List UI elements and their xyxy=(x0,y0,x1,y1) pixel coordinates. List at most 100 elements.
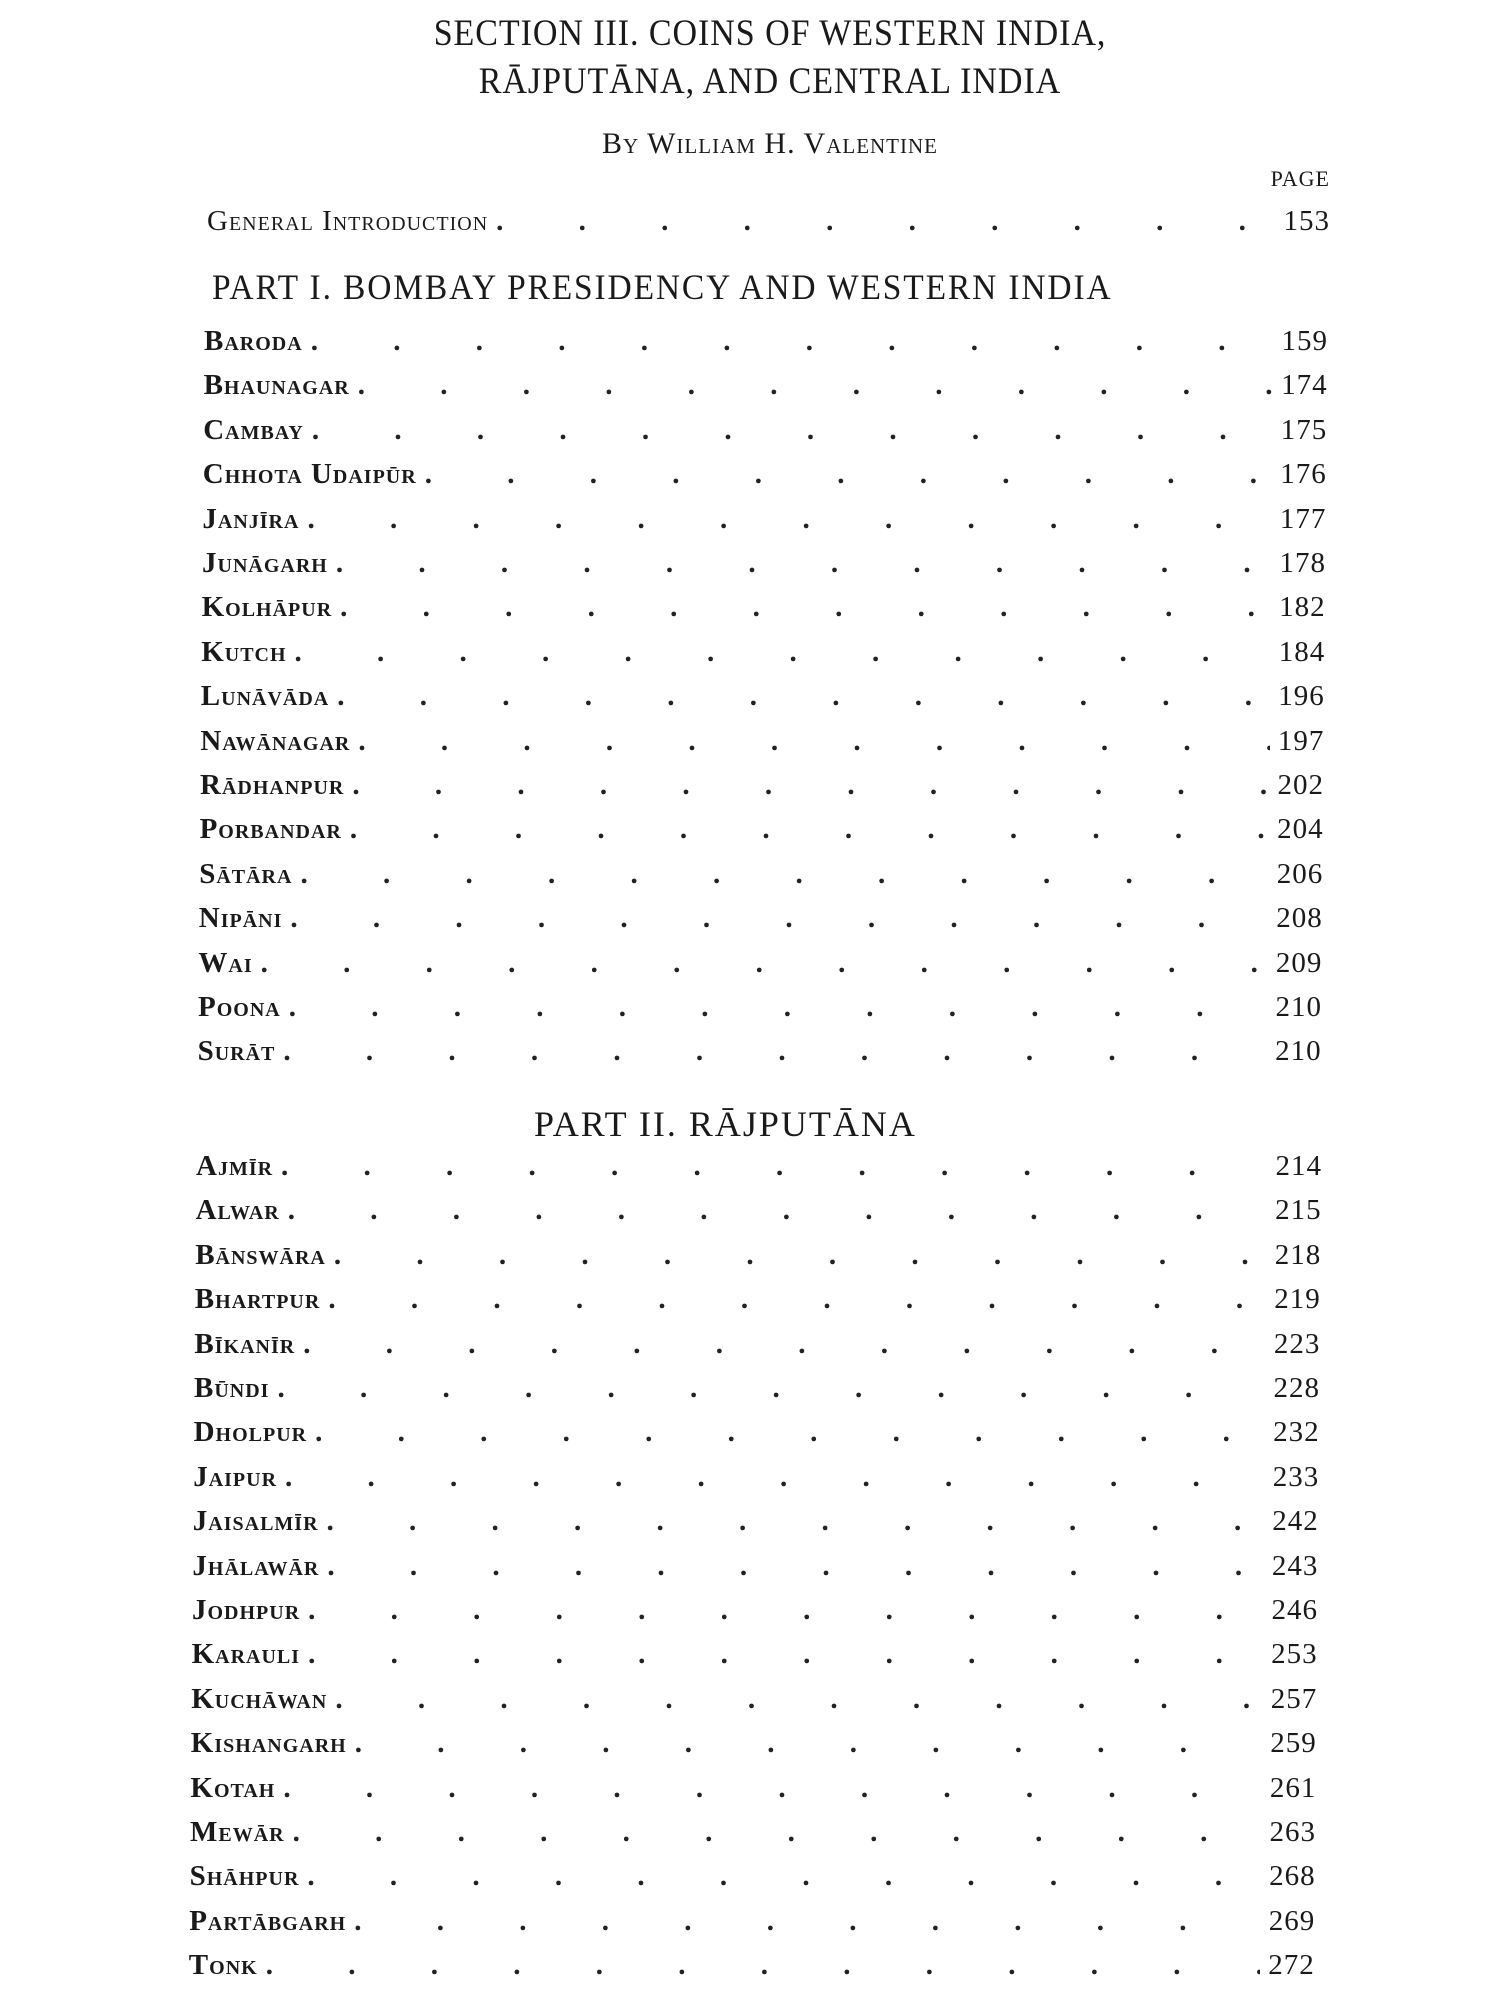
toc-entry[interactable]: Kuchāwan. . . . . . . . . . . . . . . . … xyxy=(191,1683,1317,1723)
dot-leader: . . . . . . . . . . . . . . . . . . . . … xyxy=(311,413,1273,446)
toc-entry-general-introduction[interactable]: General Introduction . . . . . . . . . .… xyxy=(207,205,1330,245)
toc-entry[interactable]: Kotah. . . . . . . . . . . . . . . . . .… xyxy=(190,1772,1316,1812)
entry-label: Chhota Udaipūr xyxy=(202,458,417,491)
toc-entry[interactable]: Karauli. . . . . . . . . . . . . . . . .… xyxy=(192,1638,1318,1678)
part-2-heading: PART II. RĀJPUTĀNA xyxy=(534,1104,917,1144)
entry-page: 210 xyxy=(1275,991,1322,1023)
toc-entry[interactable]: Porbandar. . . . . . . . . . . . . . . .… xyxy=(200,813,1324,853)
dot-leader: . . . . . . . . . . . . . . . . . . . . … xyxy=(335,547,1272,579)
entry-page: 202 xyxy=(1277,769,1324,801)
entry-page: 253 xyxy=(1271,1638,1318,1671)
entry-page: 159 xyxy=(1281,325,1328,357)
entry-page: 184 xyxy=(1278,635,1326,668)
toc-entry[interactable]: Dholpur. . . . . . . . . . . . . . . . .… xyxy=(194,1416,1320,1456)
entry-label: Bīkanīr xyxy=(194,1327,296,1360)
entry-label: Partābgarh xyxy=(189,1904,347,1937)
entry-page: 246 xyxy=(1271,1594,1318,1626)
dot-leader: . . . . . . . . . . . . . . . . . . . . … xyxy=(352,769,1269,801)
entry-page: 228 xyxy=(1273,1372,1320,1404)
entry-page: 182 xyxy=(1279,591,1326,624)
toc-entry[interactable]: Bīkanīr. . . . . . . . . . . . . . . . .… xyxy=(194,1328,1320,1368)
toc-entry[interactable]: Partābgarh. . . . . . . . . . . . . . . … xyxy=(189,1905,1315,1945)
toc-entry[interactable]: Jaipur. . . . . . . . . . . . . . . . . … xyxy=(193,1461,1319,1501)
dot-leader: . . . . . . . . . . . . . . . . . . . . … xyxy=(308,1594,1263,1626)
dot-leader: . . . . . . . . . . . . . . . . . . . . … xyxy=(358,724,1270,757)
entry-page: 261 xyxy=(1269,1771,1317,1804)
dot-leader: . . . . . . . . . . . . . . . . . . . . … xyxy=(354,1904,1260,1937)
entry-label: Karauli xyxy=(191,1638,301,1671)
dot-leader: . . . . . . . . . . . . . . . . . . . . … xyxy=(335,1682,1262,1715)
toc-entry[interactable]: Bānswāra. . . . . . . . . . . . . . . . … xyxy=(195,1239,1321,1279)
toc-entry[interactable]: Janjīra. . . . . . . . . . . . . . . . .… xyxy=(202,503,1326,543)
toc-entry[interactable]: Kutch. . . . . . . . . . . . . . . . . .… xyxy=(201,636,1325,676)
entry-page: 223 xyxy=(1273,1327,1321,1360)
entry-page: 215 xyxy=(1275,1194,1322,1227)
toc-entry[interactable]: Mewār. . . . . . . . . . . . . . . . . .… xyxy=(190,1816,1316,1856)
toc-entry[interactable]: Jodhpur. . . . . . . . . . . . . . . . .… xyxy=(192,1594,1318,1634)
toc-entry[interactable]: Bhaunagar. . . . . . . . . . . . . . . .… xyxy=(204,369,1328,409)
entry-page: 272 xyxy=(1268,1949,1315,1982)
entry-label: Porbandar xyxy=(199,813,342,846)
entry-label: Jodhpur xyxy=(192,1594,301,1626)
toc-entry[interactable]: Alwar. . . . . . . . . . . . . . . . . .… xyxy=(196,1194,1322,1234)
toc-entry[interactable]: Kishangarh. . . . . . . . . . . . . . . … xyxy=(191,1727,1317,1767)
entry-page: 196 xyxy=(1278,680,1325,713)
entry-page: 232 xyxy=(1273,1416,1320,1449)
toc-entry[interactable]: Cambay. . . . . . . . . . . . . . . . . … xyxy=(203,414,1327,454)
page-column-header: PAGE xyxy=(1270,166,1330,191)
dot-leader: . . . . . . . . . . . . . . . . . . . . … xyxy=(307,1860,1261,1893)
toc-entry[interactable]: Nipāni. . . . . . . . . . . . . . . . . … xyxy=(199,902,1323,942)
entry-label: Poona xyxy=(198,991,281,1023)
toc-entry[interactable]: Sātāra. . . . . . . . . . . . . . . . . … xyxy=(199,858,1323,898)
entry-page: 268 xyxy=(1269,1860,1316,1893)
entry-page: 208 xyxy=(1276,902,1323,935)
entry-label: Rādhanpur xyxy=(200,769,345,801)
toc-entry[interactable]: Surāt. . . . . . . . . . . . . . . . . .… xyxy=(198,1035,1322,1075)
dot-leader: . . . . . . . . . . . . . . . . . . . . … xyxy=(315,1416,1265,1449)
toc-entry[interactable]: Shāhpur. . . . . . . . . . . . . . . . .… xyxy=(190,1860,1316,1900)
toc-entry[interactable]: Junāgarh. . . . . . . . . . . . . . . . … xyxy=(202,547,1326,587)
entry-page: 257 xyxy=(1270,1682,1318,1715)
entry-label: Mewār xyxy=(190,1816,285,1848)
dot-leader: . . . . . . . . . . . . . . . . . . . . … xyxy=(300,857,1268,890)
toc-entry[interactable]: Bhartpur. . . . . . . . . . . . . . . . … xyxy=(195,1283,1321,1323)
entry-label: Jaisalmīr xyxy=(192,1505,319,1538)
entry-label: Janjīra xyxy=(202,502,300,535)
dot-leader: . . . . . . . . . . . . . . . . . . . . … xyxy=(287,1194,1267,1227)
entry-label: Bhartpur xyxy=(194,1283,321,1316)
toc-entry[interactable]: Kolhāpur. . . . . . . . . . . . . . . . … xyxy=(202,591,1326,631)
dot-leader: . . . . . . . . . . . . . . . . . . . . … xyxy=(310,325,1274,357)
entry-label: Bānswāra xyxy=(195,1238,326,1271)
entry-label: Cambay xyxy=(203,413,304,446)
toc-entry[interactable]: Jhālawār. . . . . . . . . . . . . . . . … xyxy=(192,1550,1318,1590)
dot-leader: . . . . . . . . . . . . . . . . . . . . … xyxy=(357,369,1273,402)
toc-entry[interactable]: Tonk. . . . . . . . . . . . . . . . . . … xyxy=(189,1949,1315,1989)
toc-entry[interactable]: Baroda. . . . . . . . . . . . . . . . . … xyxy=(204,325,1328,365)
entry-label: Nawānagar xyxy=(200,724,351,757)
section-title-line-1: SECTION III. COINS OF WESTERN INDIA, xyxy=(433,13,1107,54)
toc-entry[interactable]: Wai. . . . . . . . . . . . . . . . . . .… xyxy=(198,947,1322,987)
dot-leader: . . . . . . . . . . . . . . . . . . . . … xyxy=(283,1771,1262,1804)
toc-entry[interactable]: Poona. . . . . . . . . . . . . . . . . .… xyxy=(198,991,1322,1031)
entry-page: 218 xyxy=(1274,1238,1322,1271)
entry-page: 263 xyxy=(1269,1816,1316,1848)
entry-page: 153 xyxy=(1283,205,1330,237)
toc-entry[interactable]: Nawānagar. . . . . . . . . . . . . . . .… xyxy=(200,725,1324,765)
toc-entry[interactable]: Rādhanpur. . . . . . . . . . . . . . . .… xyxy=(200,769,1324,809)
toc-entry[interactable]: Chhota Udaipūr. . . . . . . . . . . . . … xyxy=(203,458,1327,498)
entry-page: 259 xyxy=(1270,1727,1317,1760)
toc-entry[interactable]: Būndi. . . . . . . . . . . . . . . . . .… xyxy=(194,1372,1320,1412)
toc-entry[interactable]: Ajmīr. . . . . . . . . . . . . . . . . .… xyxy=(196,1150,1322,1190)
dot-leader: . . . . . . . . . . . . . . . . . . . . … xyxy=(496,205,1275,237)
entry-label: Jhālawār xyxy=(192,1549,320,1582)
entry-label: Baroda xyxy=(204,325,303,357)
entry-page: 233 xyxy=(1272,1460,1320,1493)
toc-entry[interactable]: Lunāvāda. . . . . . . . . . . . . . . . … xyxy=(201,680,1325,720)
dot-leader: . . . . . . . . . . . . . . . . . . . . … xyxy=(290,902,1268,935)
section-title-line-2: RĀJPUTĀNA, AND CENTRAL INDIA xyxy=(478,61,1062,102)
toc-entry[interactable]: Jaisalmīr. . . . . . . . . . . . . . . .… xyxy=(193,1505,1319,1545)
entry-page: 178 xyxy=(1279,547,1326,579)
entry-label: Kutch xyxy=(201,635,287,668)
dot-leader: . . . . . . . . . . . . . . . . . . . . … xyxy=(303,1327,1266,1360)
entry-label: Dholpur xyxy=(193,1416,308,1449)
